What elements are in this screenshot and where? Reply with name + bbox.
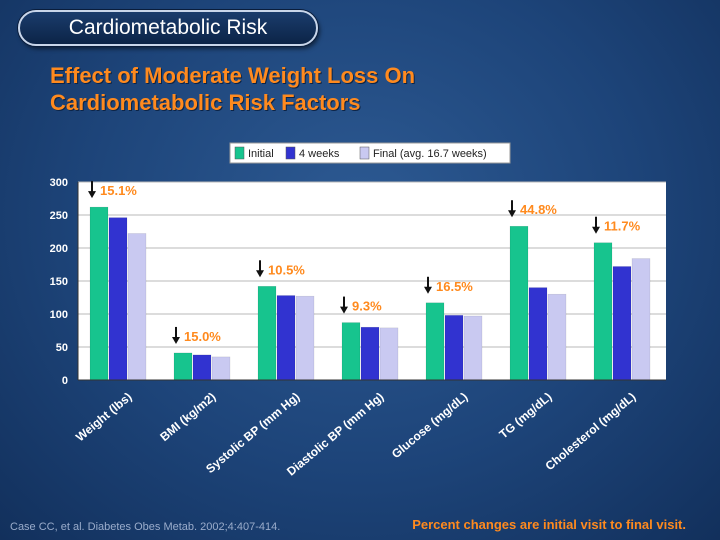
footnote: Percent changes are initial visit to fin… (412, 517, 686, 532)
slide-title-line1: Effect of Moderate Weight Loss On (50, 63, 416, 88)
down-arrowhead-icon (172, 336, 180, 344)
annotation-label: 15.1% (100, 183, 137, 198)
legend-swatch (234, 146, 245, 160)
x-tick-label: Weight (lbs) (73, 390, 134, 445)
bar-final-4 (379, 327, 399, 381)
legend-swatch (359, 146, 370, 160)
y-tick-label: 250 (50, 210, 68, 222)
annotation-7: 11.7% (592, 216, 641, 234)
annotation-2: 15.0% (172, 326, 221, 344)
bar-final-3 (295, 295, 315, 381)
annotation-label: 44.8% (520, 202, 557, 217)
bar-initial-4 (341, 322, 361, 381)
bar-4-4 (360, 326, 380, 381)
legend-box (229, 142, 511, 164)
x-tick-label: TG (mg/dL) (496, 390, 554, 442)
y-tick-label: 0 (62, 375, 68, 387)
bar-initial-7 (593, 242, 613, 381)
down-arrowhead-icon (508, 210, 516, 218)
bar-4-1 (108, 217, 128, 381)
bar-4-7 (612, 266, 632, 381)
header-title: Cardiometabolic Risk (18, 10, 318, 46)
x-tick-label: Cholesterol (mg/dL) (543, 390, 639, 474)
bar-final-1 (127, 233, 147, 381)
down-arrowhead-icon (88, 191, 96, 199)
annotation-label: 15.0% (184, 329, 221, 344)
annotation-6: 44.8% (508, 200, 557, 218)
legend: Initial 4 weeks Final (avg. 16.7 weeks) (229, 142, 511, 164)
annotation-label: 16.5% (436, 279, 473, 294)
y-tick-label: 150 (50, 276, 68, 288)
annotation-label: 11.7% (604, 219, 641, 234)
citation: Case CC, et al. Diabetes Obes Metab. 200… (10, 521, 281, 533)
bar-4-2 (192, 354, 212, 381)
x-tick-labels: Weight (lbs) BMI (kg/m2)Systolic BP (mm H… (73, 390, 638, 479)
annotation-4: 9.3% (340, 296, 382, 314)
bar-initial-2 (173, 352, 193, 381)
down-arrowhead-icon (256, 270, 264, 278)
y-tick-label: 100 (50, 309, 68, 321)
y-tick-label: 50 (56, 342, 68, 354)
y-tick-label: 300 (50, 177, 68, 189)
down-arrowhead-icon (592, 226, 600, 234)
bar-initial-6 (509, 225, 529, 381)
bar-final-6 (547, 293, 567, 381)
down-arrowhead-icon (340, 306, 348, 314)
bar-4-6 (528, 287, 548, 381)
y-tick-label: 200 (50, 243, 68, 255)
x-tick-label: Diastolic BP (mm Hg) (284, 390, 386, 479)
legend-swatch (285, 146, 296, 160)
legend-label: 4 weeks (299, 148, 340, 160)
legend-label: Final (avg. 16.7 weeks) (373, 148, 487, 160)
slide-title: Effect of Moderate Weight Loss On Cardio… (50, 62, 670, 116)
bar-initial-3 (257, 286, 277, 381)
annotation-label: 9.3% (352, 299, 382, 314)
bars (89, 206, 651, 381)
down-arrowhead-icon (424, 286, 432, 294)
bar-final-7 (631, 258, 651, 381)
bar-initial-5 (425, 302, 445, 381)
annotation-label: 10.5% (268, 262, 305, 277)
y-tick-labels: 0 50 100 150 200 250 300 (50, 177, 68, 387)
x-tick-label: Systolic BP (mm Hg) (203, 390, 302, 476)
bar-final-2 (211, 356, 231, 381)
annotation-5: 16.5% (424, 276, 473, 294)
bar-initial-1 (89, 206, 109, 381)
annotation-1: 15.1% (88, 181, 137, 199)
x-tick-label: BMI (kg/m2) (157, 390, 218, 444)
legend-label: Initial (248, 148, 274, 160)
bar-4-5 (444, 315, 464, 381)
slide-title-line2: Cardiometabolic Risk Factors (50, 90, 361, 115)
axes (77, 182, 666, 381)
annotation-3: 10.5% (256, 260, 305, 278)
annotations: 15.1% 15.0% 10.5% 9.3% 16.5% 44.8% 11.7% (88, 181, 641, 344)
bar-final-5 (463, 315, 483, 381)
x-tick-label: Glucose (mg/dL) (389, 390, 471, 462)
bar-4-3 (276, 295, 296, 381)
